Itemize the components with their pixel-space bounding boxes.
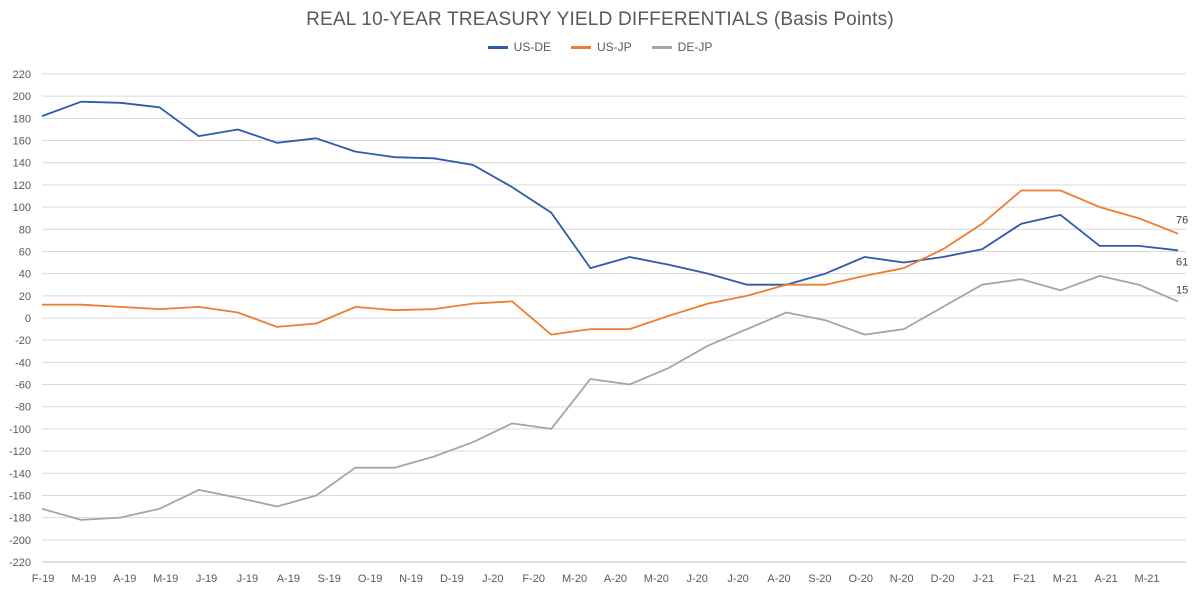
x-tick-label: A-19 bbox=[277, 573, 300, 585]
legend-label-us-jp: US-JP bbox=[597, 40, 632, 54]
x-tick-label: M-19 bbox=[71, 573, 96, 585]
x-tick-label: N-20 bbox=[890, 573, 914, 585]
legend-swatch-de-jp bbox=[651, 45, 672, 49]
y-tick-label: 140 bbox=[13, 158, 31, 170]
x-tick-label: A-19 bbox=[113, 573, 136, 585]
y-tick-label: -20 bbox=[15, 335, 31, 347]
x-tick-label: J-19 bbox=[237, 573, 258, 585]
end-value-label: 61 bbox=[1176, 256, 1188, 268]
y-tick-label: 180 bbox=[13, 113, 31, 125]
y-tick-label: -180 bbox=[9, 513, 31, 525]
y-tick-label: 220 bbox=[13, 69, 31, 81]
x-tick-label: O-20 bbox=[849, 573, 873, 585]
x-tick-label: D-20 bbox=[931, 573, 955, 585]
chart-title: REAL 10-YEAR TREASURY YIELD DIFFERENTIAL… bbox=[306, 9, 894, 30]
y-tick-label: 200 bbox=[13, 91, 31, 103]
x-tick-label: M-20 bbox=[644, 573, 669, 585]
x-tick-label: D-19 bbox=[440, 573, 464, 585]
x-tick-label: J-20 bbox=[727, 573, 748, 585]
x-tick-label: O-19 bbox=[358, 573, 382, 585]
series-line-us-de bbox=[41, 100, 1179, 286]
x-tick-label: A-20 bbox=[767, 573, 790, 585]
y-tick-label: 40 bbox=[19, 269, 31, 281]
legend-swatch-us-jp bbox=[571, 45, 591, 49]
y-tick-label: 20 bbox=[19, 291, 31, 303]
x-tick-label: M-19 bbox=[153, 573, 178, 585]
x-tick-label: S-19 bbox=[318, 573, 341, 585]
chart-legend: US-DE US-JP DE-JP bbox=[0, 40, 1200, 54]
x-tick-label: A-21 bbox=[1094, 573, 1117, 585]
x-tick-label: N-19 bbox=[399, 573, 423, 585]
x-tick-label: F-20 bbox=[522, 573, 545, 585]
y-tick-label: -160 bbox=[9, 490, 31, 502]
y-tick-label: -80 bbox=[15, 402, 31, 414]
x-tick-label: A-20 bbox=[604, 573, 627, 585]
x-tick-label: J-21 bbox=[973, 573, 994, 585]
legend-swatch-us-de bbox=[487, 45, 508, 49]
series-line-de-jp bbox=[41, 275, 1179, 521]
x-tick-label: M-20 bbox=[562, 573, 587, 585]
x-tick-label: J-20 bbox=[482, 573, 503, 585]
x-tick-label: M-21 bbox=[1053, 573, 1078, 585]
legend-label-us-de: US-DE bbox=[513, 40, 551, 54]
end-value-label: 76 bbox=[1176, 215, 1188, 227]
y-tick-label: 120 bbox=[13, 180, 31, 192]
y-tick-label: 100 bbox=[13, 202, 31, 214]
x-tick-label: J-20 bbox=[687, 573, 708, 585]
legend-item-de-jp: DE-JP bbox=[651, 40, 713, 54]
x-tick-label: F-21 bbox=[1013, 573, 1036, 585]
y-tick-label: -220 bbox=[9, 557, 31, 569]
y-tick-label: 60 bbox=[19, 246, 31, 258]
x-tick-label: F-19 bbox=[32, 573, 55, 585]
y-tick-label: -60 bbox=[15, 380, 31, 392]
y-tick-label: -100 bbox=[9, 424, 31, 436]
end-value-label: 15 bbox=[1176, 284, 1188, 296]
legend-label-de-jp: DE-JP bbox=[677, 40, 713, 54]
y-tick-label: -140 bbox=[9, 468, 31, 480]
y-tick-label: -40 bbox=[15, 357, 31, 369]
legend-item-us-jp: US-JP bbox=[571, 40, 632, 54]
series-line-us-jp bbox=[42, 189, 1179, 336]
x-tick-label: S-20 bbox=[808, 573, 831, 585]
y-tick-label: -120 bbox=[9, 446, 31, 458]
x-tick-label: M-21 bbox=[1134, 573, 1159, 585]
y-tick-label: 80 bbox=[19, 224, 31, 236]
y-tick-label: 0 bbox=[25, 313, 31, 325]
legend-item-us-de: US-DE bbox=[487, 40, 551, 54]
y-tick-label: 160 bbox=[13, 136, 31, 148]
y-tick-label: -200 bbox=[9, 535, 31, 547]
x-tick-label: J-19 bbox=[196, 573, 217, 585]
